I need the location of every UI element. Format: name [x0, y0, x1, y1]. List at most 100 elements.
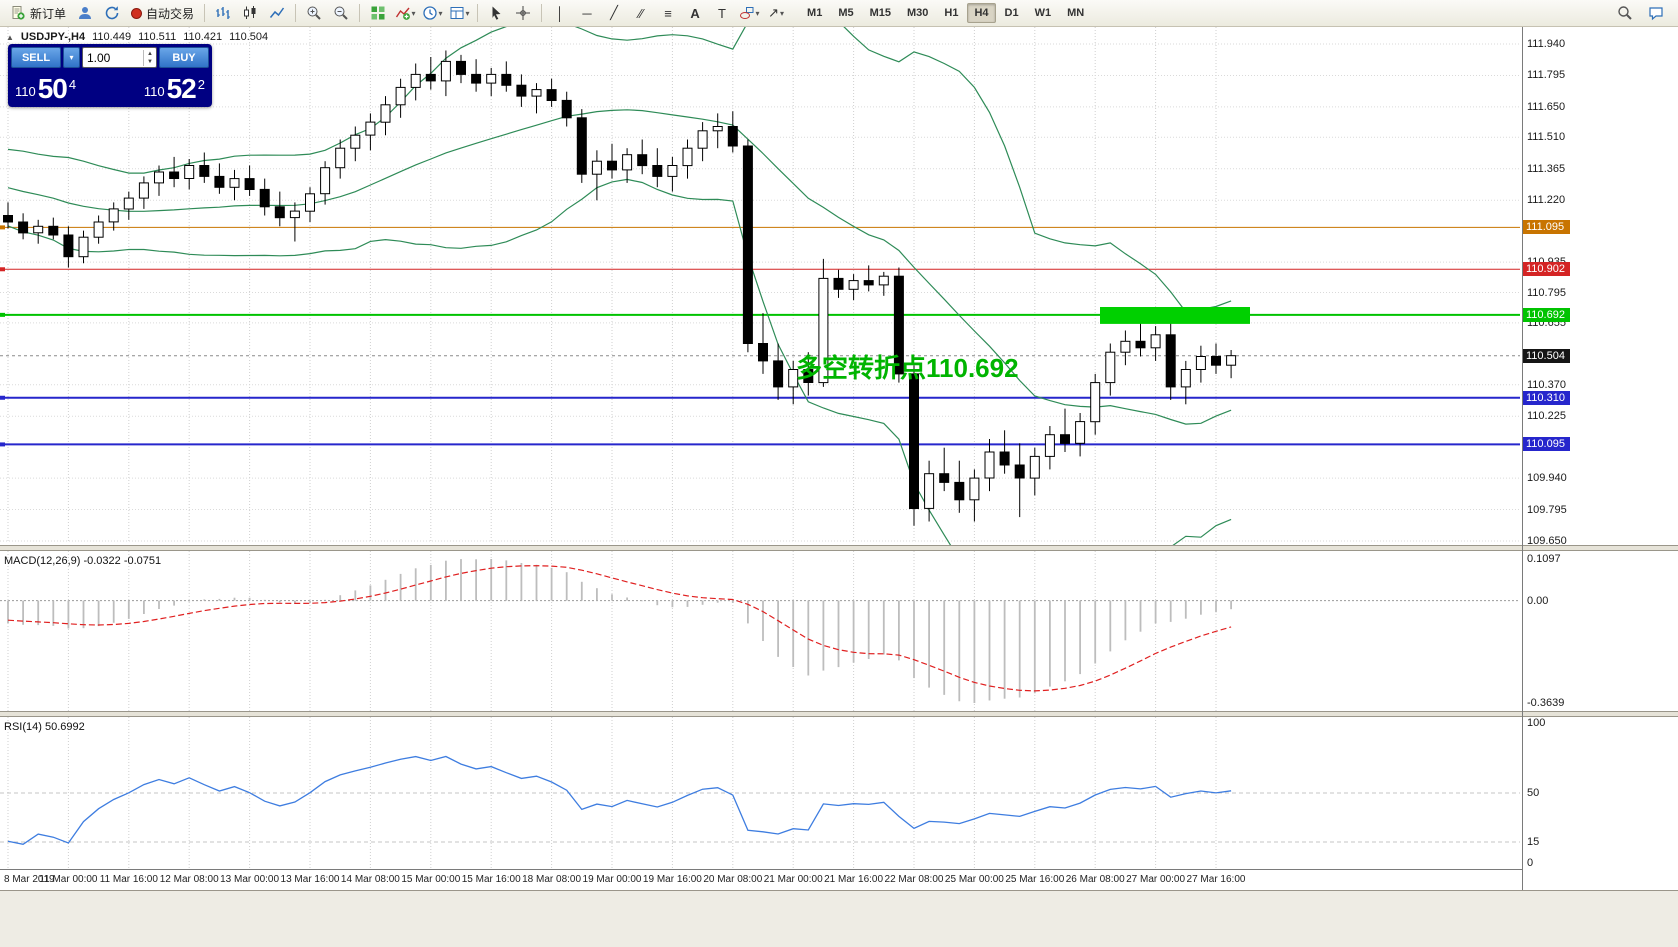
toolbar-separator [204, 4, 206, 22]
periods-button[interactable]: ▾ [419, 2, 445, 24]
cursor-button[interactable] [483, 2, 509, 24]
chat-button[interactable] [1643, 2, 1669, 24]
spinner-down-icon[interactable]: ▼ [147, 58, 153, 65]
indicators-button[interactable]: ▾ [392, 2, 418, 24]
buy-price-prefix: 110 [143, 84, 165, 99]
time-axis-label: 8 Mar 2019 [4, 874, 55, 885]
time-axis-label: 14 Mar 08:00 [340, 874, 400, 885]
arrows-button[interactable]: ↗ ▾ [768, 5, 784, 20]
fibonacci-button[interactable]: ≡ [664, 5, 672, 21]
timeframe-m30[interactable]: M30 [907, 7, 929, 19]
templates-button[interactable]: ▾ [446, 2, 472, 24]
chevron-down-icon: ▾ [438, 8, 443, 18]
toolbar-separator [541, 4, 543, 22]
timeframe-d1[interactable]: D1 [1004, 7, 1019, 19]
crosshair-button[interactable] [510, 2, 536, 24]
time-axis[interactable]: 8 Mar 2019 11 Mar 00:00 11 Mar 16:00 12 Mar… [0, 869, 1522, 891]
window-bottom-area [0, 890, 1678, 947]
spinner-up-icon[interactable]: ▲ [147, 50, 153, 57]
sell-options-dropdown[interactable]: ▾ [63, 47, 80, 68]
time-axis-label: 18 Mar 08:00 [522, 874, 582, 885]
indicators-icon [395, 7, 410, 20]
high-value: 110.511 [138, 31, 177, 43]
candlestick-chart-button[interactable] [237, 2, 263, 24]
refresh-button[interactable] [99, 2, 125, 24]
trendline-button[interactable]: ╱ [610, 5, 618, 20]
volume-spinner[interactable]: ▲ ▼ [143, 49, 156, 66]
chevron-down-icon: ▾ [779, 8, 784, 18]
timeframe-m5[interactable]: M5 [838, 7, 854, 19]
bar-chart-button[interactable] [210, 2, 236, 24]
timeframe-m1[interactable]: M1 [807, 7, 823, 19]
tile-windows-button[interactable] [365, 2, 391, 24]
text-button[interactable]: A [690, 5, 700, 21]
timeframe-m15[interactable]: M15 [869, 7, 891, 19]
price-chart[interactable]: 多空转折点110.692 [0, 27, 1522, 545]
timeframe-h1[interactable]: H1 [944, 7, 959, 19]
zoom-out-icon [334, 6, 348, 20]
price-scale-border [1522, 27, 1523, 890]
toolbar-separator [295, 4, 297, 22]
sell-price-sup: 4 [68, 77, 77, 92]
horizontal-line-button[interactable]: ─ [582, 5, 592, 21]
autotrading-icon [131, 7, 143, 19]
new-order-label: 新订单 [30, 6, 67, 21]
chart-title: ▲ USDJPY-,H4 110.449 110.511 110.421 110… [6, 31, 268, 43]
line-chart-button[interactable] [264, 2, 290, 24]
time-axis-label: 11 Mar 00:00 [39, 874, 98, 885]
one-click-trading-panel: SELL ▾ ▲ ▼ BUY 110 50 4 110 52 2 [8, 44, 212, 107]
new-order-icon [12, 6, 25, 20]
time-axis-label: 13 Mar 16:00 [280, 874, 340, 885]
shapes-icon [739, 7, 754, 19]
timeframe-h4[interactable]: H4 [967, 3, 996, 23]
buy-button[interactable]: BUY [159, 47, 209, 68]
zoom-in-button[interactable] [301, 2, 327, 24]
volume-input[interactable] [83, 50, 143, 65]
sell-price-big: 50 [37, 73, 68, 104]
macd-indicator-panel[interactable]: MACD(12,26,9) -0.0322 -0.0751 [0, 551, 1522, 711]
buy-price-display[interactable]: 110 52 2 [110, 75, 205, 103]
new-order-button[interactable]: 新订单 [5, 2, 71, 24]
timeframe-mn[interactable]: MN [1067, 7, 1085, 19]
shapes-button[interactable]: ▾ [736, 2, 762, 24]
search-button[interactable] [1612, 2, 1638, 24]
refresh-icon [105, 6, 119, 20]
line-chart-icon [269, 7, 285, 18]
panel-separator[interactable] [0, 545, 1678, 551]
time-axis-label: 21 Mar 00:00 [763, 874, 823, 885]
vertical-line-button[interactable]: │ [555, 5, 565, 21]
panel-separator[interactable] [0, 711, 1678, 717]
time-axis-label: 22 Mar 08:00 [884, 874, 944, 885]
clock-icon [422, 6, 437, 20]
time-axis-label: 12 Mar 08:00 [159, 874, 219, 885]
search-icon [1618, 6, 1632, 20]
autotrading-button[interactable]: 自动交易 [126, 2, 199, 24]
buy-price-big: 52 [166, 73, 197, 104]
buy-price-sup: 2 [197, 77, 205, 92]
symbol-period-label: USDJPY-,H4 [20, 31, 86, 43]
sell-price-prefix: 110 [15, 84, 36, 99]
text-label-button[interactable]: T [718, 5, 726, 21]
toolbar-separator [477, 4, 479, 22]
svg-text:多空转折点110.692: 多空转折点110.692 [796, 353, 1019, 383]
open-value: 110.449 [92, 31, 132, 43]
timeframe-w1[interactable]: W1 [1034, 7, 1052, 19]
time-axis-label: 11 Mar 16:00 [99, 874, 158, 885]
time-axis-label: 25 Mar 16:00 [1005, 874, 1065, 885]
sell-button[interactable]: SELL [11, 47, 61, 68]
timeframe-toolbar: M1 M5 M15 M30 H1 H4 D1 W1 MN [800, 3, 1091, 23]
zoom-out-button[interactable] [328, 2, 354, 24]
profile-icon [79, 7, 92, 19]
time-axis-label: 19 Mar 16:00 [642, 874, 702, 885]
zoom-in-icon [307, 6, 321, 20]
profile-button[interactable] [72, 2, 98, 24]
chevron-down-icon: ▾ [755, 8, 760, 18]
collapse-arrow-icon[interactable]: ▲ [6, 32, 14, 42]
rsi-indicator-panel[interactable]: RSI(14) 50.6992 [0, 717, 1522, 869]
sell-price-display[interactable]: 110 50 4 [15, 75, 110, 103]
chat-icon [1649, 7, 1663, 21]
cursor-icon [492, 6, 501, 20]
template-icon [450, 7, 464, 19]
channel-button[interactable]: ∕∕ [638, 5, 644, 21]
time-axis-label: 15 Mar 00:00 [401, 874, 461, 885]
